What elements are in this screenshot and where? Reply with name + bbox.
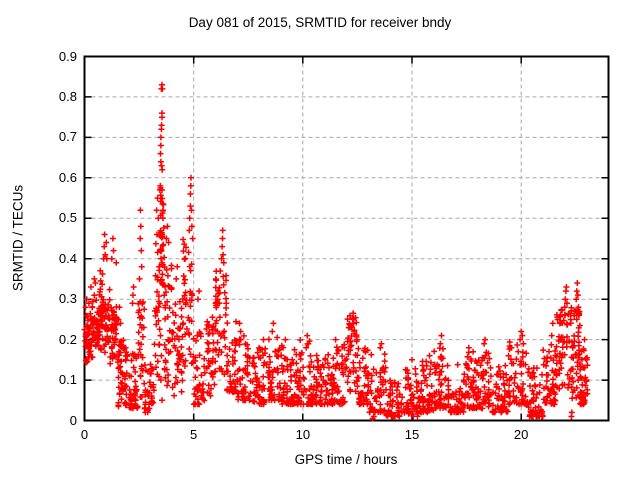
- y-tick-label: 0.3: [58, 291, 77, 307]
- x-tick-label: 0: [80, 427, 89, 442]
- y-tick-label: 0.4: [58, 250, 77, 266]
- data-points: [81, 81, 591, 422]
- x-tick-label: 20: [513, 427, 529, 442]
- y-tick-label: 0.6: [58, 169, 77, 185]
- x-tick-label: 15: [404, 427, 420, 442]
- plot-border: [83, 55, 610, 422]
- y-axis-label: SRMTID / TECUs: [10, 184, 26, 292]
- y-tick-label: 0: [69, 412, 77, 428]
- y-tick-label: 0.9: [58, 48, 77, 64]
- y-tick-label: 0.2: [58, 331, 77, 347]
- chart-title: Day 081 of 2015, SRMTID for receiver bnd…: [188, 15, 452, 30]
- x-tick-label: 5: [190, 427, 198, 442]
- x-axis-label: GPS time / hours: [294, 452, 398, 467]
- y-tick-label: 0.7: [58, 129, 77, 145]
- y-tick-label: 0.5: [58, 210, 77, 226]
- y-tick-label: 0.1: [58, 372, 77, 388]
- y-tick-label: 0.8: [58, 88, 77, 104]
- x-tick-label: 10: [295, 427, 311, 442]
